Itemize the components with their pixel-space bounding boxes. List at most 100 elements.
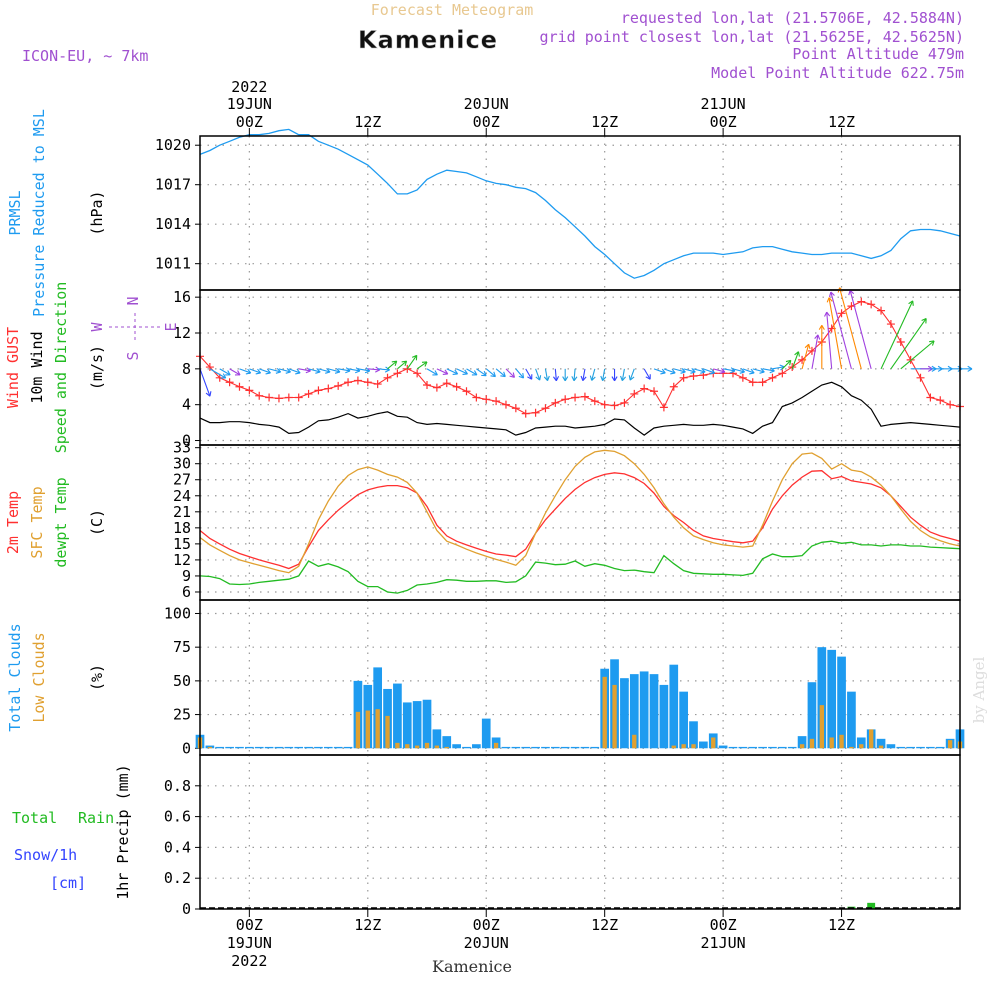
gust-point — [580, 392, 589, 401]
total-cloud-bar — [916, 746, 925, 749]
gust-point — [314, 386, 323, 395]
total-cloud-bar — [777, 746, 787, 749]
low-cloud-bar — [859, 744, 864, 749]
series-10m-wind — [199, 381, 961, 436]
low-cloud-bar — [849, 746, 854, 749]
gust-point — [205, 363, 214, 372]
legend-total: Total — [12, 809, 57, 827]
gust-point — [571, 393, 580, 402]
wind-arrow — [752, 368, 765, 373]
wind-arrow — [653, 368, 666, 374]
low-cloud-bar — [414, 745, 420, 749]
wind-arrow — [387, 360, 398, 370]
wind-arrowhead — [709, 368, 716, 375]
wind-arrowhead — [719, 367, 726, 374]
ylabel-2: (%) — [88, 664, 106, 691]
wind-arrowhead — [255, 368, 262, 375]
total-cloud-bar — [511, 746, 521, 749]
gust-point — [689, 372, 698, 381]
gust-point — [492, 397, 501, 406]
low-cloud-bar — [868, 729, 874, 749]
low-cloud-bar — [493, 742, 499, 749]
gust-point — [442, 379, 451, 388]
wind-arrowhead — [225, 370, 231, 376]
ytick-label: 25 — [173, 706, 191, 724]
ylabel-2: Speed and Direction — [52, 282, 70, 454]
wind-arrow — [328, 368, 341, 373]
low-cloud-bar — [809, 738, 815, 749]
wind-arrow — [495, 368, 506, 377]
gust-point — [432, 383, 441, 392]
total-cloud-bar — [649, 674, 659, 749]
wind-arrow — [880, 300, 914, 370]
low-cloud-bar — [632, 734, 637, 749]
gust-point — [462, 387, 471, 396]
ytick-label: 12 — [173, 551, 191, 569]
panel-frame — [199, 444, 961, 601]
gust-point — [551, 398, 560, 407]
panel-frame — [199, 754, 961, 910]
ytick-label: 8 — [182, 360, 191, 378]
wind-arrow — [781, 359, 792, 370]
total-cloud-bar — [314, 746, 323, 749]
ytick-label: 4 — [182, 396, 191, 414]
wind-arrow — [732, 368, 745, 373]
ylabel-1: SFC Temp — [28, 486, 46, 558]
compass-s: S — [124, 351, 142, 360]
low-cloud-bar — [799, 744, 805, 749]
total-cloud-bar — [768, 746, 777, 749]
low-cloud-bar — [681, 744, 686, 749]
wind-arrowhead — [628, 375, 635, 381]
gust-point — [788, 363, 797, 372]
wind-arrowhead — [421, 361, 428, 367]
compass-e: E — [162, 322, 180, 331]
bottom-label-hour: 12Z — [828, 916, 855, 934]
panel-frame — [199, 135, 961, 291]
total-cloud-bar — [718, 745, 728, 749]
ylabel-0: PRMSL — [6, 190, 24, 235]
wind-arrowhead — [804, 343, 811, 350]
wind-arrowhead — [921, 317, 927, 324]
total-cloud-bar — [847, 691, 856, 749]
wind-arrow — [582, 368, 586, 381]
total-cloud-bar — [639, 671, 649, 749]
gust-point — [916, 373, 925, 382]
total-cloud-bar — [215, 746, 225, 749]
total-cloud-bar — [225, 746, 234, 749]
gust-point — [669, 382, 678, 391]
ytick-label: 21 — [173, 503, 191, 521]
ylabel-1: 10m Wind — [28, 331, 46, 403]
total-cloud-bar — [856, 737, 866, 749]
wind-arrowhead — [670, 368, 676, 375]
wind-arrowhead — [265, 368, 271, 375]
wind-arrowhead — [785, 359, 792, 366]
low-cloud-bar — [671, 745, 676, 749]
wind-arrow — [890, 318, 927, 370]
total-cloud-bar — [274, 746, 284, 749]
total-cloud-bar — [679, 691, 688, 749]
gust-point — [225, 378, 234, 387]
low-cloud-bar — [711, 737, 716, 749]
wind-arrowhead — [818, 325, 825, 330]
total-cloud-bar — [590, 746, 600, 749]
low-cloud-bar — [691, 744, 696, 749]
wind-arrowhead — [205, 391, 212, 397]
low-cloud-bar — [602, 676, 607, 749]
bottom-label-date: 20JUN — [464, 934, 509, 952]
gust-point — [265, 393, 274, 402]
total-cloud-bar — [689, 721, 698, 749]
wind-arrow — [643, 368, 651, 380]
requested-coords: requested lon,lat (21.5706E, 42.5884N) — [621, 9, 964, 27]
panel-pressure: 1011 1014 1017 1020 PRMSL Pressure Reduced to… — [6, 109, 961, 317]
gust-point — [344, 378, 353, 387]
wind-arrowhead — [769, 367, 775, 374]
legend-snow-unit: [cm] — [50, 874, 86, 892]
ytick-label: 9 — [182, 567, 191, 585]
gust-point — [936, 396, 945, 405]
subtitle-text: Forecast Meteogram — [371, 1, 534, 19]
panel-wind: 0 4 8 12 16 N S W E Wind GUST 10m Wind Speed and Di… — [4, 282, 973, 454]
wind-arrow — [397, 360, 407, 370]
bottom-label-hour: 12Z — [354, 916, 381, 934]
point-altitude: Point Altitude 479m — [792, 45, 964, 63]
wind-arrow — [723, 368, 736, 372]
